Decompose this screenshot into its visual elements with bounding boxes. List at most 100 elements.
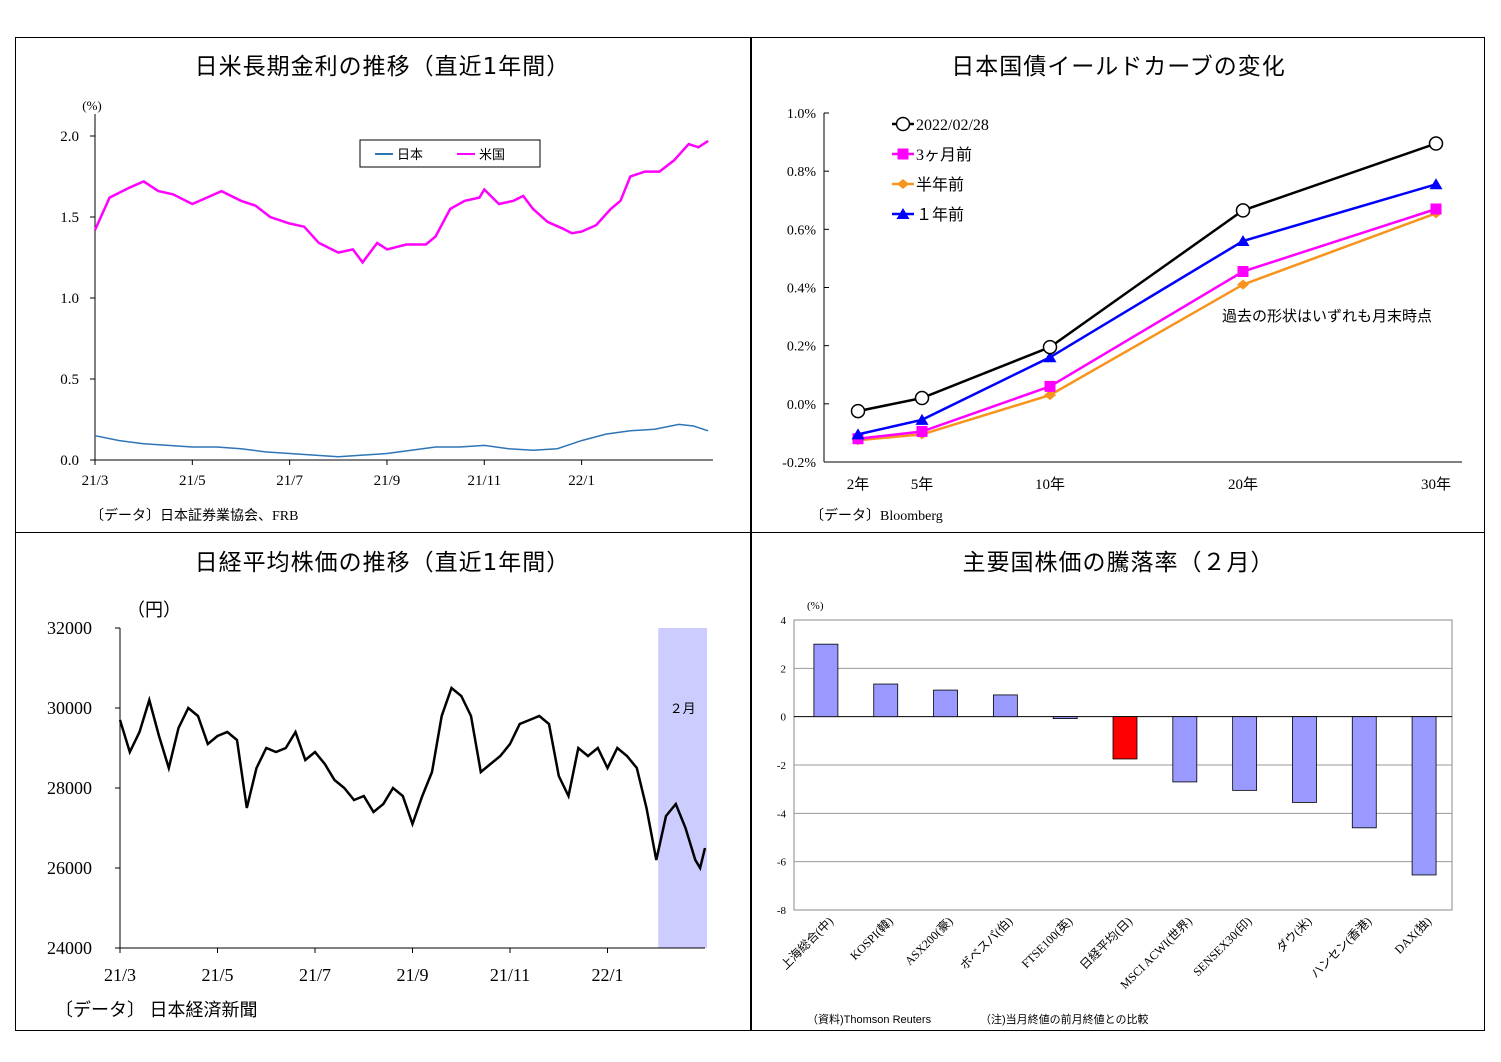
x-tick-label: 5年 <box>911 476 934 493</box>
x-tick-label: 21/11 <box>467 473 501 489</box>
bar-7 <box>1232 716 1258 791</box>
x-tick-label: 21/5 <box>179 473 206 489</box>
panel-title: 主要国株価の騰落率（２月） <box>962 550 1275 576</box>
x-tick-label: 10年 <box>1035 476 1065 493</box>
panel-nikkei: 日経平均株価の推移（直近1年間） ２月 （円） 24000 26000 28000 300… <box>15 533 750 1031</box>
category-label: ダウ(米) <box>1273 914 1315 956</box>
legend-label: 日本 <box>397 147 423 162</box>
y-tick-label: -6 <box>777 857 787 869</box>
y-tick-label: 0 <box>781 712 787 724</box>
vertical-divider <box>750 37 752 1031</box>
legend-marker <box>897 179 909 189</box>
x-tick-label: 21/3 <box>104 965 136 985</box>
bar-4 <box>1052 716 1078 720</box>
x-tick-label: 21/5 <box>201 965 233 985</box>
x-tick-label: 30年 <box>1421 476 1451 493</box>
horizontal-divider <box>15 532 1485 533</box>
x-tick-label: 2年 <box>847 476 870 493</box>
y-tick-label: 4 <box>781 615 787 627</box>
panel-jp-us-yields: 日米長期金利の推移（直近1年間） (%) 0.0 0.5 1.0 1.5 2.0 21/3 2… <box>15 37 750 532</box>
category-label: 上海総合(中) <box>777 914 836 973</box>
data-point <box>850 403 866 419</box>
y-tick-label: 2.0 <box>60 129 79 145</box>
data-point <box>1429 178 1443 190</box>
y-tick-label: 0.4% <box>787 282 817 297</box>
bar-3 <box>992 694 1018 718</box>
data-point <box>915 413 929 425</box>
bar-6 <box>1172 716 1198 783</box>
category-label: ボベスパ(伯) <box>957 914 1016 973</box>
data-point <box>1043 351 1057 363</box>
category-label: 日経平均(日) <box>1077 914 1135 972</box>
x-tick-label: 20年 <box>1228 476 1258 493</box>
y-tick-label: 24000 <box>47 938 92 958</box>
data-point <box>851 428 865 440</box>
data-point <box>916 425 928 437</box>
legend-label: １年前 <box>916 206 964 224</box>
y-tick-label: 0.2% <box>787 340 817 355</box>
y-tick-label: 2 <box>781 663 787 675</box>
bar-5 <box>1112 716 1138 760</box>
series-line-米国 <box>93 139 709 265</box>
y-tick-label: 0.8% <box>787 165 817 180</box>
legend-label: 半年前 <box>916 176 964 194</box>
y-tick-label: 30000 <box>47 698 92 718</box>
series-line-nikkei <box>118 685 707 872</box>
x-tick-label: 21/11 <box>490 965 530 985</box>
category-label: DAX(独) <box>1392 914 1434 956</box>
legend-label: 2022/02/28 <box>916 117 989 134</box>
source-note: 〔データ〕Bloomberg <box>810 509 943 524</box>
source-note: 〔データ〕 日本経済新聞 <box>55 1000 258 1020</box>
y-axis-unit: (%) <box>807 600 824 612</box>
panel-title: 日本国債イールドカーブの変化 <box>951 54 1286 80</box>
category-label: FTSE100(英) <box>1019 914 1076 971</box>
category-label: KOSPI(韓) <box>847 914 896 963</box>
bar-1 <box>873 683 899 718</box>
data-point <box>1428 136 1444 151</box>
y-tick-label: -8 <box>777 905 787 917</box>
y-tick-label: 1.5 <box>60 210 79 226</box>
data-point <box>1235 203 1251 218</box>
y-tick-label: 0.5 <box>60 372 79 388</box>
source-note: 〔データ〕日本証券業協会、FRB <box>90 509 299 524</box>
data-point <box>1236 234 1250 246</box>
y-tick-label: 0.0% <box>787 398 817 413</box>
category-label: SENSEX30(印) <box>1190 914 1255 979</box>
bar-10 <box>1411 716 1437 876</box>
legend-marker <box>896 208 910 219</box>
y-tick-label: -0.2% <box>782 456 816 471</box>
y-tick-label: 0.0 <box>60 453 79 469</box>
data-point <box>1042 339 1058 355</box>
data-point <box>1237 266 1249 278</box>
y-tick-label: 26000 <box>47 858 92 878</box>
bar-0 <box>813 643 839 718</box>
legend-label: 3ヶ月前 <box>916 146 972 164</box>
x-tick-label: 21/7 <box>276 473 303 489</box>
band-label: ２月 <box>670 701 696 716</box>
y-tick-label: 1.0 <box>60 291 79 307</box>
x-tick-label: 21/3 <box>82 473 109 489</box>
y-tick-label: 28000 <box>47 778 92 798</box>
y-tick-label: 32000 <box>47 618 92 638</box>
y-tick-label: 0.6% <box>787 223 817 238</box>
bar-8 <box>1292 716 1317 803</box>
series-line-日本 <box>94 423 709 458</box>
february-band <box>658 628 707 948</box>
data-point <box>1430 203 1442 215</box>
x-tick-label: 22/1 <box>591 965 623 985</box>
x-tick-label: 21/9 <box>396 965 428 985</box>
legend-marker <box>895 116 911 132</box>
legend-marker <box>897 148 909 160</box>
yields-chart: (%) 0.0 0.5 1.0 1.5 2.0 21/3 21/5 21/7 21/9 21/11 2… <box>60 98 713 489</box>
bar-2 <box>933 689 958 718</box>
bar-note: （注)当月終値の前月終値との比較 <box>980 1014 1149 1026</box>
x-tick-label: 21/9 <box>374 473 401 489</box>
category-label: ASX200(豪) <box>901 914 955 968</box>
panel-title: 日米長期金利の推移（直近1年間） <box>194 54 571 80</box>
x-tick-label: 22/1 <box>568 473 595 489</box>
category-label: ハンセン(香港) <box>1308 914 1374 980</box>
panel-yield-curve: 日本国債イールドカーブの変化 -0.2% 0.0% 0.2% 0.4% 0.6% 0.8%… <box>752 37 1485 532</box>
curve-note: 過去の形状はいずれも月末時点 <box>1222 309 1433 325</box>
legend-label: 米国 <box>479 147 505 162</box>
data-point <box>1237 279 1249 290</box>
